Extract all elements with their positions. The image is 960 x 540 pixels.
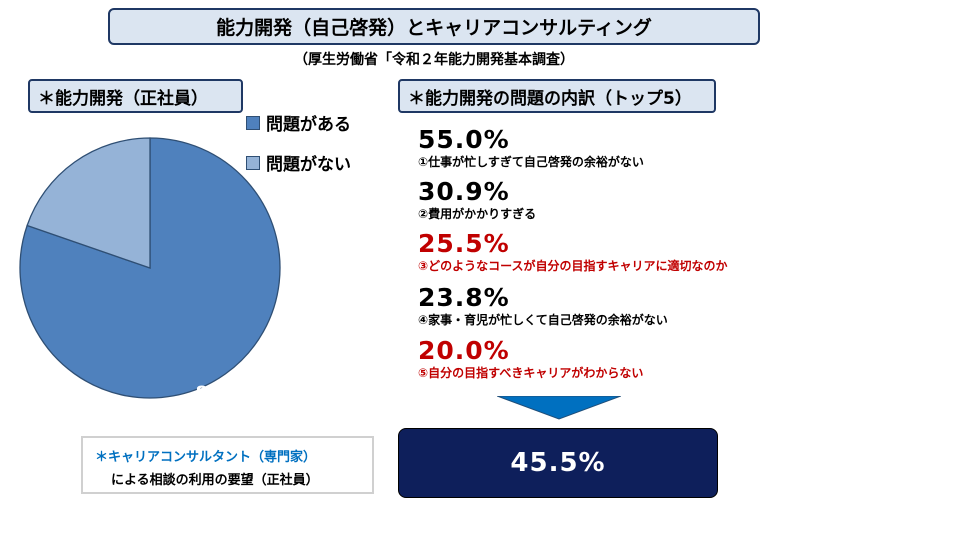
reason-pct: 20.0% bbox=[418, 336, 510, 365]
consultation-line1: ＊キャリアコンサルタント（専門家） bbox=[95, 450, 317, 465]
reason-item-1: 55.0% ①仕事が忙しすぎて自己啓発の余裕がない bbox=[418, 126, 644, 170]
reason-pct: 30.9% bbox=[418, 177, 510, 206]
legend-swatch-no-problem bbox=[246, 155, 260, 170]
reason-pct: 23.8% bbox=[418, 283, 510, 312]
reason-pct: 25.5% bbox=[418, 229, 510, 258]
legend-label-no-problem: 問題がない bbox=[266, 155, 351, 175]
legend-item-no-problem: 問題がない bbox=[246, 150, 351, 175]
legend-swatch-problem bbox=[246, 115, 260, 130]
pie-chart: 80.3% bbox=[19, 137, 281, 400]
consultation-note: ＊キャリアコンサルタント（専門家） による相談の利用の要望（正社員） bbox=[81, 436, 374, 494]
pie-data-label: 80.3% bbox=[196, 383, 258, 400]
result-value-box: 45.5% bbox=[398, 428, 718, 498]
page-title: 能力開発（自己啓発）とキャリアコンサルティング bbox=[108, 8, 760, 45]
left-section-label: ＊能力開発（正社員） bbox=[28, 79, 243, 113]
pie-slice-no-problem bbox=[26, 137, 151, 269]
reason-text: ①仕事が忙しすぎて自己啓発の余裕がない bbox=[418, 155, 644, 169]
reason-text: ②費用がかかりすぎる bbox=[418, 207, 537, 221]
page-subtitle: （厚生労働省「令和２年能力開発基本調査） bbox=[294, 52, 574, 68]
reason-text: ⑤自分の目指すべきキャリアがわからない bbox=[418, 366, 644, 380]
reason-item-5: 20.0% ⑤自分の目指すべきキャリアがわからない bbox=[418, 337, 643, 381]
consultation-line2: による相談の利用の要望（正社員） bbox=[111, 473, 319, 488]
reason-text: ④家事・育児が忙しくて自己啓発の余裕がない bbox=[418, 313, 668, 327]
right-section-label: ＊能力開発の問題の内訳（トップ5） bbox=[398, 79, 716, 113]
reason-item-4: 23.8% ④家事・育児が忙しくて自己啓発の余裕がない bbox=[418, 284, 668, 328]
legend-label-problem: 問題がある bbox=[266, 115, 351, 135]
reason-text: ③どのようなコースが自分の目指すキャリアに適切なのか bbox=[418, 259, 728, 273]
reason-pct: 55.0% bbox=[418, 125, 510, 154]
reason-item-2: 30.9% ②費用がかかりすぎる bbox=[418, 178, 536, 222]
legend-item-problem: 問題がある bbox=[246, 110, 351, 135]
reason-item-3: 25.5% ③どのようなコースが自分の目指すキャリアに適切なのか bbox=[418, 230, 728, 274]
down-arrow-icon bbox=[497, 396, 621, 420]
